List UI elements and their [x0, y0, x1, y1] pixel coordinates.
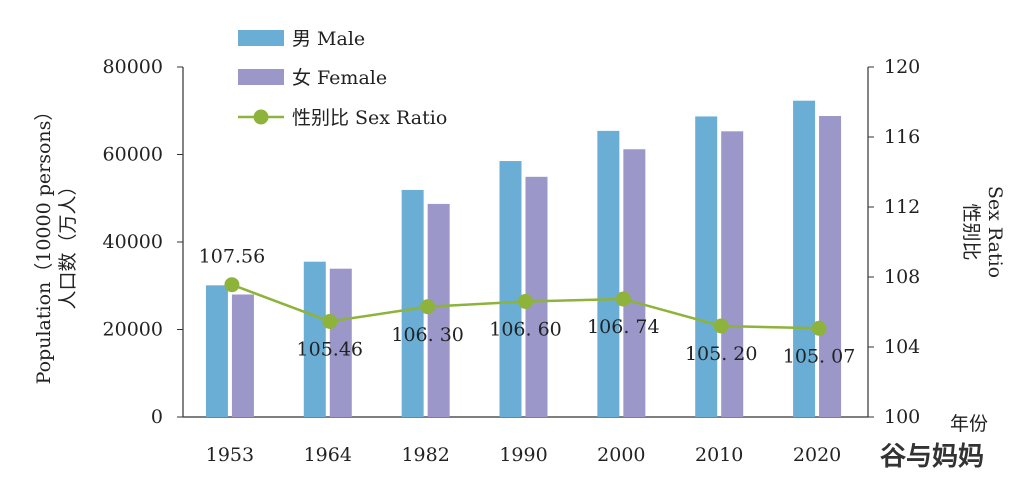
bar-male — [597, 130, 620, 417]
sex-ratio-point — [811, 320, 827, 336]
x-tick-label: 2010 — [695, 444, 743, 466]
right-tick-label: 104 — [884, 336, 920, 358]
sex-ratio-point — [615, 291, 631, 307]
sex-ratio-point — [322, 313, 338, 329]
left-tick-label: 40000 — [103, 231, 163, 253]
axes-group: 0 20000 40000 60000 80000 100 104 108 112 116 120 — [103, 56, 921, 428]
right-axis-title-line1: Sex Ratio — [984, 186, 1006, 278]
left-tick-label: 60000 — [103, 144, 163, 166]
sex-ratio-data-label: 105. 07 — [783, 345, 856, 367]
x-tick-label: 2000 — [597, 444, 645, 466]
bar-female — [623, 149, 646, 417]
sex-ratio-point — [713, 318, 729, 334]
right-tick-label: 100 — [884, 406, 920, 428]
sex-ratio-point — [224, 277, 240, 293]
bar-male — [695, 116, 718, 417]
right-tick-label: 116 — [884, 126, 920, 148]
bar-male — [793, 100, 816, 417]
sex-ratio-data-label: 105. 20 — [685, 343, 758, 365]
bar-female — [721, 131, 744, 417]
bar-female — [819, 116, 842, 417]
bar-male — [499, 161, 522, 417]
sex-ratio-point — [420, 299, 436, 315]
left-tick-label: 20000 — [103, 319, 163, 341]
sex-ratio-point — [518, 294, 533, 309]
x-axis-title: 年份 — [950, 413, 988, 435]
bar-male — [401, 189, 424, 417]
left-axis-title-line1: Population（10000 persons） — [33, 102, 55, 385]
right-tick-label: 108 — [884, 266, 920, 288]
sex-ratio-data-label: 106. 74 — [587, 316, 660, 338]
left-tick-label: 0 — [151, 406, 163, 428]
sex-ratio-data-label: 107.56 — [199, 246, 265, 268]
bar-male — [303, 261, 326, 417]
watermark-text: 谷与妈妈 — [880, 442, 984, 472]
right-tick-label: 112 — [884, 196, 920, 218]
sex-ratio-data-label: 106. 60 — [489, 319, 562, 341]
x-tick-label: 2020 — [793, 444, 841, 466]
right-axis-title-line2: 性别比 — [960, 203, 982, 260]
bars-group: 1953 1964 1982 1990 2000 2010 2020 — [205, 100, 842, 466]
left-tick-label: 80000 — [103, 56, 163, 78]
sex-ratio-data-label: 105.46 — [297, 338, 363, 360]
bar-male — [205, 285, 228, 417]
x-tick-label: 1982 — [401, 444, 449, 466]
right-tick-label: 120 — [884, 56, 920, 78]
x-tick-label: 1953 — [206, 444, 254, 466]
legend-swatch-female — [238, 69, 284, 85]
axis-titles: Population（10000 persons） 人口数（万人） Sex Ra… — [33, 102, 1006, 435]
sex-ratio-line-group: 107.56 105.46 106. 30 106. 60 106. 74 105. 20… — [199, 246, 856, 368]
legend: 男 Male 女 Female 性别比 Sex Ratio — [238, 28, 447, 129]
legend-label: 男 Male — [292, 28, 365, 50]
bar-female — [525, 176, 548, 417]
x-tick-label: 1964 — [304, 444, 352, 466]
legend-label: 女 Female — [292, 67, 387, 89]
left-axis-title-line2: 人口数（万人） — [57, 176, 79, 309]
sex-ratio-data-label: 106. 30 — [391, 324, 464, 346]
bar-female — [329, 268, 352, 417]
bar-female — [427, 203, 450, 417]
legend-label: 性别比 Sex Ratio — [292, 107, 447, 129]
x-tick-label: 1990 — [499, 444, 547, 466]
legend-swatch-point — [253, 109, 269, 125]
bar-female — [231, 294, 254, 417]
legend-swatch-male — [238, 30, 284, 46]
